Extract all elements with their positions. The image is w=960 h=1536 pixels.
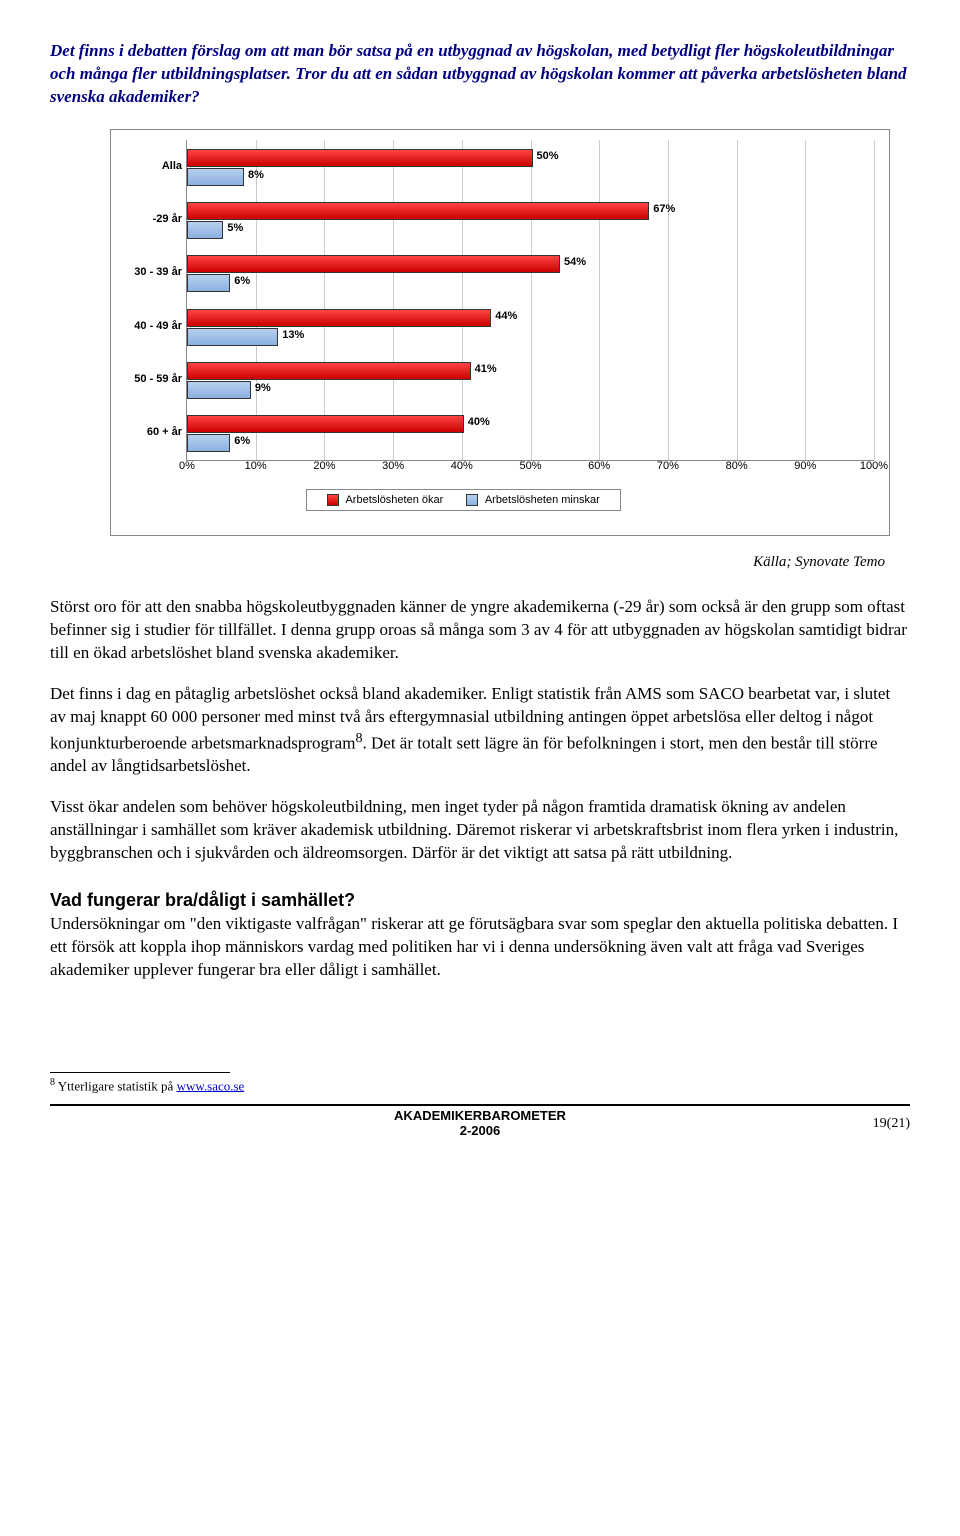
legend-item-increase: Arbetslösheten ökar — [327, 494, 443, 506]
footnote-marker: 8 — [50, 1077, 55, 1088]
bar-value-label: 50% — [537, 150, 559, 162]
category-label: 50 - 59 år — [127, 373, 182, 385]
footnote-divider — [50, 1072, 230, 1073]
bar-decrease — [187, 434, 230, 452]
legend-label: Arbetslösheten minskar — [485, 494, 600, 506]
bar-value-label: 41% — [475, 363, 497, 375]
bar-increase — [187, 309, 491, 327]
bar-group: 60 + år40%6% — [187, 412, 874, 456]
bar-group: 50 - 59 år41%9% — [187, 359, 874, 403]
bar-decrease — [187, 381, 251, 399]
bar-value-label: 5% — [227, 222, 243, 234]
bar-group: -29 år67%5% — [187, 199, 874, 243]
footer-title: AKADEMIKERBAROMETER — [50, 1108, 910, 1123]
footnote: 8 Ytterligare statistik på www.saco.se — [50, 1077, 910, 1094]
x-tick: 100% — [860, 460, 888, 472]
survey-question: Det finns i debatten förslag om att man … — [50, 40, 910, 109]
page-footer: AKADEMIKERBAROMETER 2-2006 19(21) — [50, 1108, 910, 1138]
legend-item-decrease: Arbetslösheten minskar — [466, 494, 599, 506]
bar-value-label: 44% — [495, 310, 517, 322]
legend-swatch-blue — [466, 494, 478, 506]
paragraph-1: Störst oro för att den snabba högskoleut… — [50, 596, 910, 665]
bar-increase — [187, 202, 649, 220]
category-label: 60 + år — [127, 426, 182, 438]
x-tick: 30% — [382, 460, 404, 472]
bar-group: 40 - 49 år44%13% — [187, 306, 874, 350]
bar-group: Alla50%8% — [187, 146, 874, 190]
x-tick: 60% — [588, 460, 610, 472]
bar-value-label: 40% — [468, 416, 490, 428]
chart-legend: Arbetslösheten ökar Arbetslösheten minsk… — [306, 489, 621, 511]
footnote-ref: 8 — [355, 730, 362, 746]
bar-group: 30 - 39 år54%6% — [187, 252, 874, 296]
bar-decrease — [187, 274, 230, 292]
category-label: -29 år — [127, 213, 182, 225]
bar-value-label: 6% — [234, 435, 250, 447]
footnote-link[interactable]: www.saco.se — [177, 1078, 245, 1093]
section-text: Undersökningar om "den viktigaste valfrå… — [50, 913, 910, 982]
x-tick: 0% — [179, 460, 195, 472]
category-label: 30 - 39 år — [127, 266, 182, 278]
bar-increase — [187, 415, 464, 433]
bar-value-label: 67% — [653, 203, 675, 215]
legend-label: Arbetslösheten ökar — [345, 494, 443, 506]
bar-value-label: 6% — [234, 275, 250, 287]
paragraph-3: Visst ökar andelen som behöver högskoleu… — [50, 796, 910, 865]
category-label: 40 - 49 år — [127, 320, 182, 332]
bar-chart: 0% 10% 20% 30% 40% 50% 60% 70% 80% 90% 100% Alla 50%… — [110, 129, 890, 536]
legend-swatch-red — [327, 494, 339, 506]
x-tick: 40% — [451, 460, 473, 472]
section-heading: Vad fungerar bra/dåligt i samhället? — [50, 890, 910, 911]
bar-value-label: 13% — [282, 329, 304, 341]
bar-decrease — [187, 221, 223, 239]
page-number: 19(21) — [873, 1116, 910, 1132]
x-tick: 70% — [657, 460, 679, 472]
x-tick: 90% — [794, 460, 816, 472]
category-label: Alla — [127, 160, 182, 172]
bar-decrease — [187, 328, 278, 346]
bar-value-label: 54% — [564, 256, 586, 268]
bar-increase — [187, 255, 560, 273]
footer-subtitle: 2-2006 — [50, 1123, 910, 1138]
bar-value-label: 8% — [248, 169, 264, 181]
bar-value-label: 9% — [255, 382, 271, 394]
x-tick: 80% — [726, 460, 748, 472]
x-tick: 20% — [313, 460, 335, 472]
x-tick: 10% — [245, 460, 267, 472]
x-tick: 50% — [519, 460, 541, 472]
chart-source: Källa; Synovate Temo — [50, 554, 885, 571]
footnote-text: Ytterligare statistik på — [58, 1078, 177, 1093]
paragraph-2: Det finns i dag en påtaglig arbetslöshet… — [50, 683, 910, 778]
bar-increase — [187, 362, 471, 380]
footer-divider — [50, 1104, 910, 1106]
bar-increase — [187, 149, 533, 167]
bar-decrease — [187, 168, 244, 186]
